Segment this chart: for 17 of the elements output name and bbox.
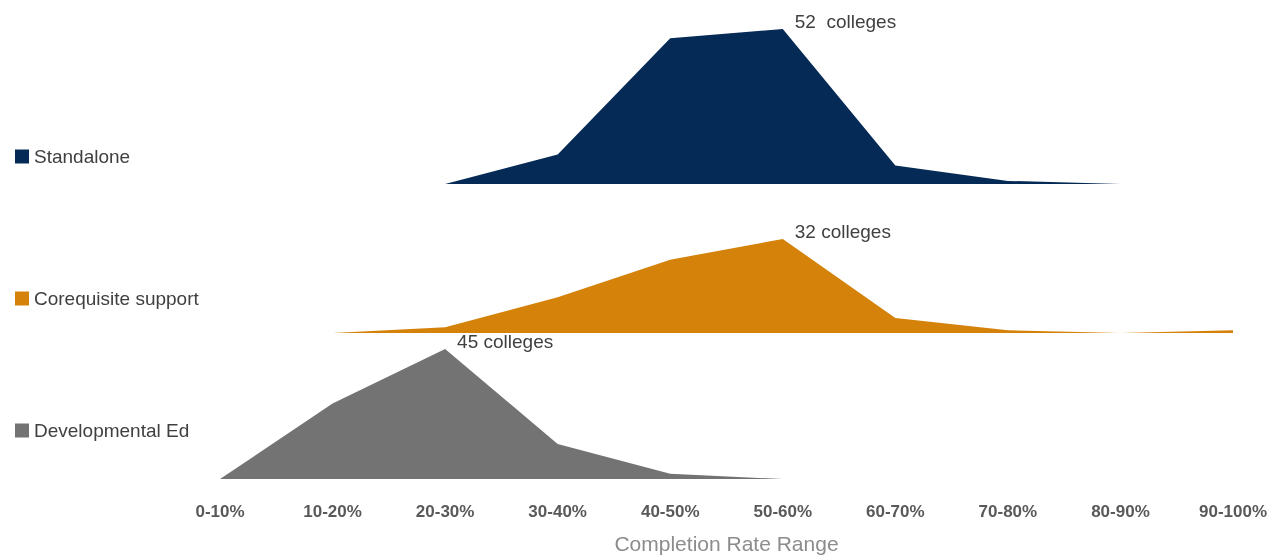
x-tick-label: 80-90% [1091,502,1150,521]
legend-label: Corequisite support [34,288,200,309]
x-tick-label: 40-50% [640,502,700,521]
x-tick-label: 50-60% [753,502,813,521]
x-tick-label: 10-20% [303,502,362,521]
x-tick-label: 20-30% [415,502,475,521]
x-tick-label: 30-40% [528,502,587,521]
annotation: 32 colleges [794,220,891,242]
annotation: 45 colleges [457,330,554,352]
annotation: 52 colleges [794,10,897,32]
legend-label: Standalone [34,146,131,167]
legend-label: Developmental Ed [34,420,190,441]
x-tick-label: 70-80% [978,502,1038,521]
x-tick-label: 60-70% [866,502,925,521]
x-tick-label: 90-100% [1198,502,1268,521]
x-tick-label: 0-10% [195,502,245,521]
x-axis-title: Completion Rate Range [614,532,839,555]
